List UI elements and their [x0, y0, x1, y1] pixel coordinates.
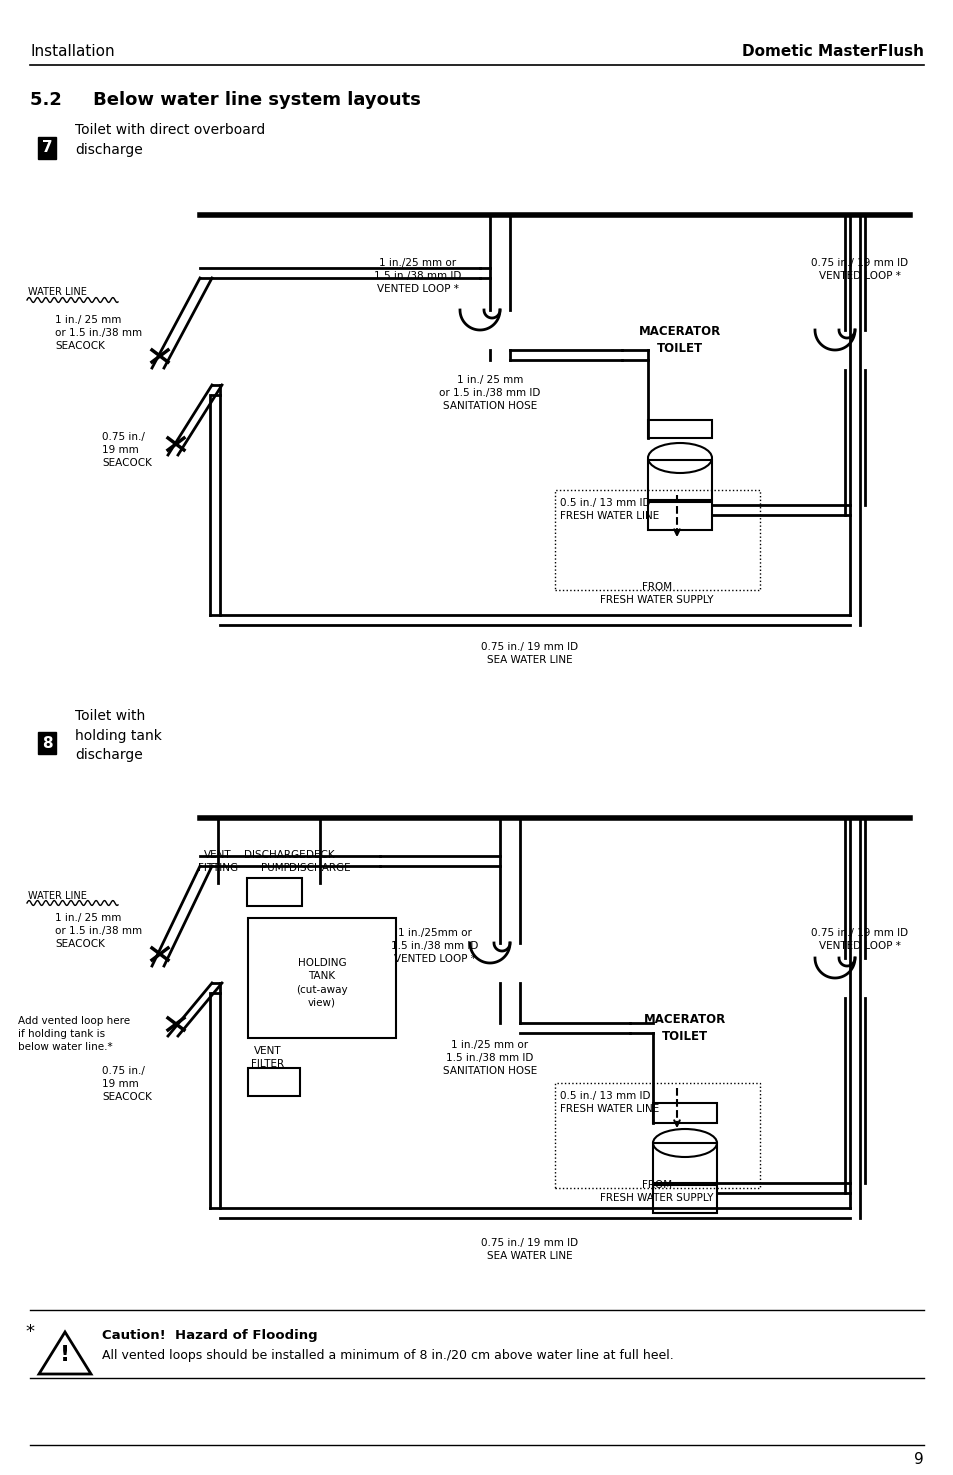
- Text: DECK
DISCHARGE: DECK DISCHARGE: [289, 850, 351, 873]
- Text: VENT
FILTER: VENT FILTER: [252, 1046, 284, 1069]
- Text: 5.2     Below water line system layouts: 5.2 Below water line system layouts: [30, 91, 420, 109]
- Text: VENT
FITTING: VENT FITTING: [197, 850, 238, 873]
- Text: 1 in./ 25 mm
or 1.5 in./38 mm
SEACOCK: 1 in./ 25 mm or 1.5 in./38 mm SEACOCK: [55, 913, 142, 950]
- Bar: [247, 878, 302, 906]
- Bar: [652, 1184, 717, 1212]
- Bar: [248, 917, 395, 1038]
- Text: 1 in./25 mm or
1.5 in./38 mm ID
VENTED LOOP *: 1 in./25 mm or 1.5 in./38 mm ID VENTED L…: [374, 258, 461, 295]
- Text: FROM
FRESH WATER SUPPLY: FROM FRESH WATER SUPPLY: [599, 583, 713, 605]
- Text: MACERATOR
TOILET: MACERATOR TOILET: [639, 324, 720, 355]
- Text: 8: 8: [42, 736, 52, 751]
- Text: 0.75 in./ 19 mm ID
SEA WATER LINE: 0.75 in./ 19 mm ID SEA WATER LINE: [481, 1238, 578, 1261]
- Text: 0.75 in./
19 mm
SEACOCK: 0.75 in./ 19 mm SEACOCK: [102, 1066, 152, 1102]
- Text: 0.75 in./ 19 mm ID
SEA WATER LINE: 0.75 in./ 19 mm ID SEA WATER LINE: [481, 642, 578, 665]
- Text: Caution!  Hazard of Flooding: Caution! Hazard of Flooding: [102, 1329, 317, 1342]
- Bar: [647, 460, 711, 500]
- Text: DISCHARGE
PUMP: DISCHARGE PUMP: [244, 850, 306, 873]
- Text: FROM
FRESH WATER SUPPLY: FROM FRESH WATER SUPPLY: [599, 1180, 713, 1204]
- Text: 1 in./25mm or
1.5 in./38 mm ID
VENTED LOOP *: 1 in./25mm or 1.5 in./38 mm ID VENTED LO…: [391, 928, 478, 965]
- Text: 0.75 in./ 19 mm ID
VENTED LOOP *: 0.75 in./ 19 mm ID VENTED LOOP *: [811, 928, 907, 951]
- Bar: [652, 1103, 717, 1122]
- Text: Add vented loop here
if holding tank is
below water line.*: Add vented loop here if holding tank is …: [18, 1016, 130, 1052]
- Bar: [647, 502, 711, 530]
- Text: !: !: [60, 1345, 70, 1364]
- Text: MACERATOR
TOILET: MACERATOR TOILET: [643, 1013, 725, 1043]
- Text: WATER LINE: WATER LINE: [28, 288, 87, 296]
- Text: Dometic MasterFlush: Dometic MasterFlush: [741, 44, 923, 59]
- Bar: [652, 1143, 717, 1183]
- Text: 1 in./ 25 mm
or 1.5 in./38 mm ID
SANITATION HOSE: 1 in./ 25 mm or 1.5 in./38 mm ID SANITAT…: [438, 375, 540, 412]
- Bar: [555, 490, 760, 590]
- Text: 0.5 in./ 13 mm ID
FRESH WATER LINE: 0.5 in./ 13 mm ID FRESH WATER LINE: [559, 499, 659, 521]
- Text: Toilet with direct overboard
discharge: Toilet with direct overboard discharge: [75, 124, 265, 156]
- Text: 7: 7: [42, 140, 52, 155]
- Bar: [647, 420, 711, 438]
- Text: 1 in./ 25 mm
or 1.5 in./38 mm
SEACOCK: 1 in./ 25 mm or 1.5 in./38 mm SEACOCK: [55, 316, 142, 351]
- Text: 1 in./25 mm or
1.5 in./38 mm ID
SANITATION HOSE: 1 in./25 mm or 1.5 in./38 mm ID SANITATI…: [442, 1040, 537, 1077]
- Text: Toilet with
holding tank
discharge: Toilet with holding tank discharge: [75, 709, 162, 763]
- Text: 0.75 in./
19 mm
SEACOCK: 0.75 in./ 19 mm SEACOCK: [102, 432, 152, 469]
- Text: All vented loops should be installed a minimum of 8 in./20 cm above water line a: All vented loops should be installed a m…: [102, 1350, 673, 1363]
- Bar: [555, 1083, 760, 1187]
- Text: *: *: [26, 1323, 34, 1341]
- Text: Installation: Installation: [30, 44, 114, 59]
- Bar: [248, 1068, 299, 1096]
- Text: 9: 9: [913, 1453, 923, 1468]
- Text: 0.5 in./ 13 mm ID
FRESH WATER LINE: 0.5 in./ 13 mm ID FRESH WATER LINE: [559, 1092, 659, 1114]
- Text: 0.75 in./ 19 mm ID
VENTED LOOP *: 0.75 in./ 19 mm ID VENTED LOOP *: [811, 258, 907, 282]
- Text: HOLDING
TANK
(cut-away
view): HOLDING TANK (cut-away view): [295, 959, 348, 1007]
- Text: WATER LINE: WATER LINE: [28, 891, 87, 901]
